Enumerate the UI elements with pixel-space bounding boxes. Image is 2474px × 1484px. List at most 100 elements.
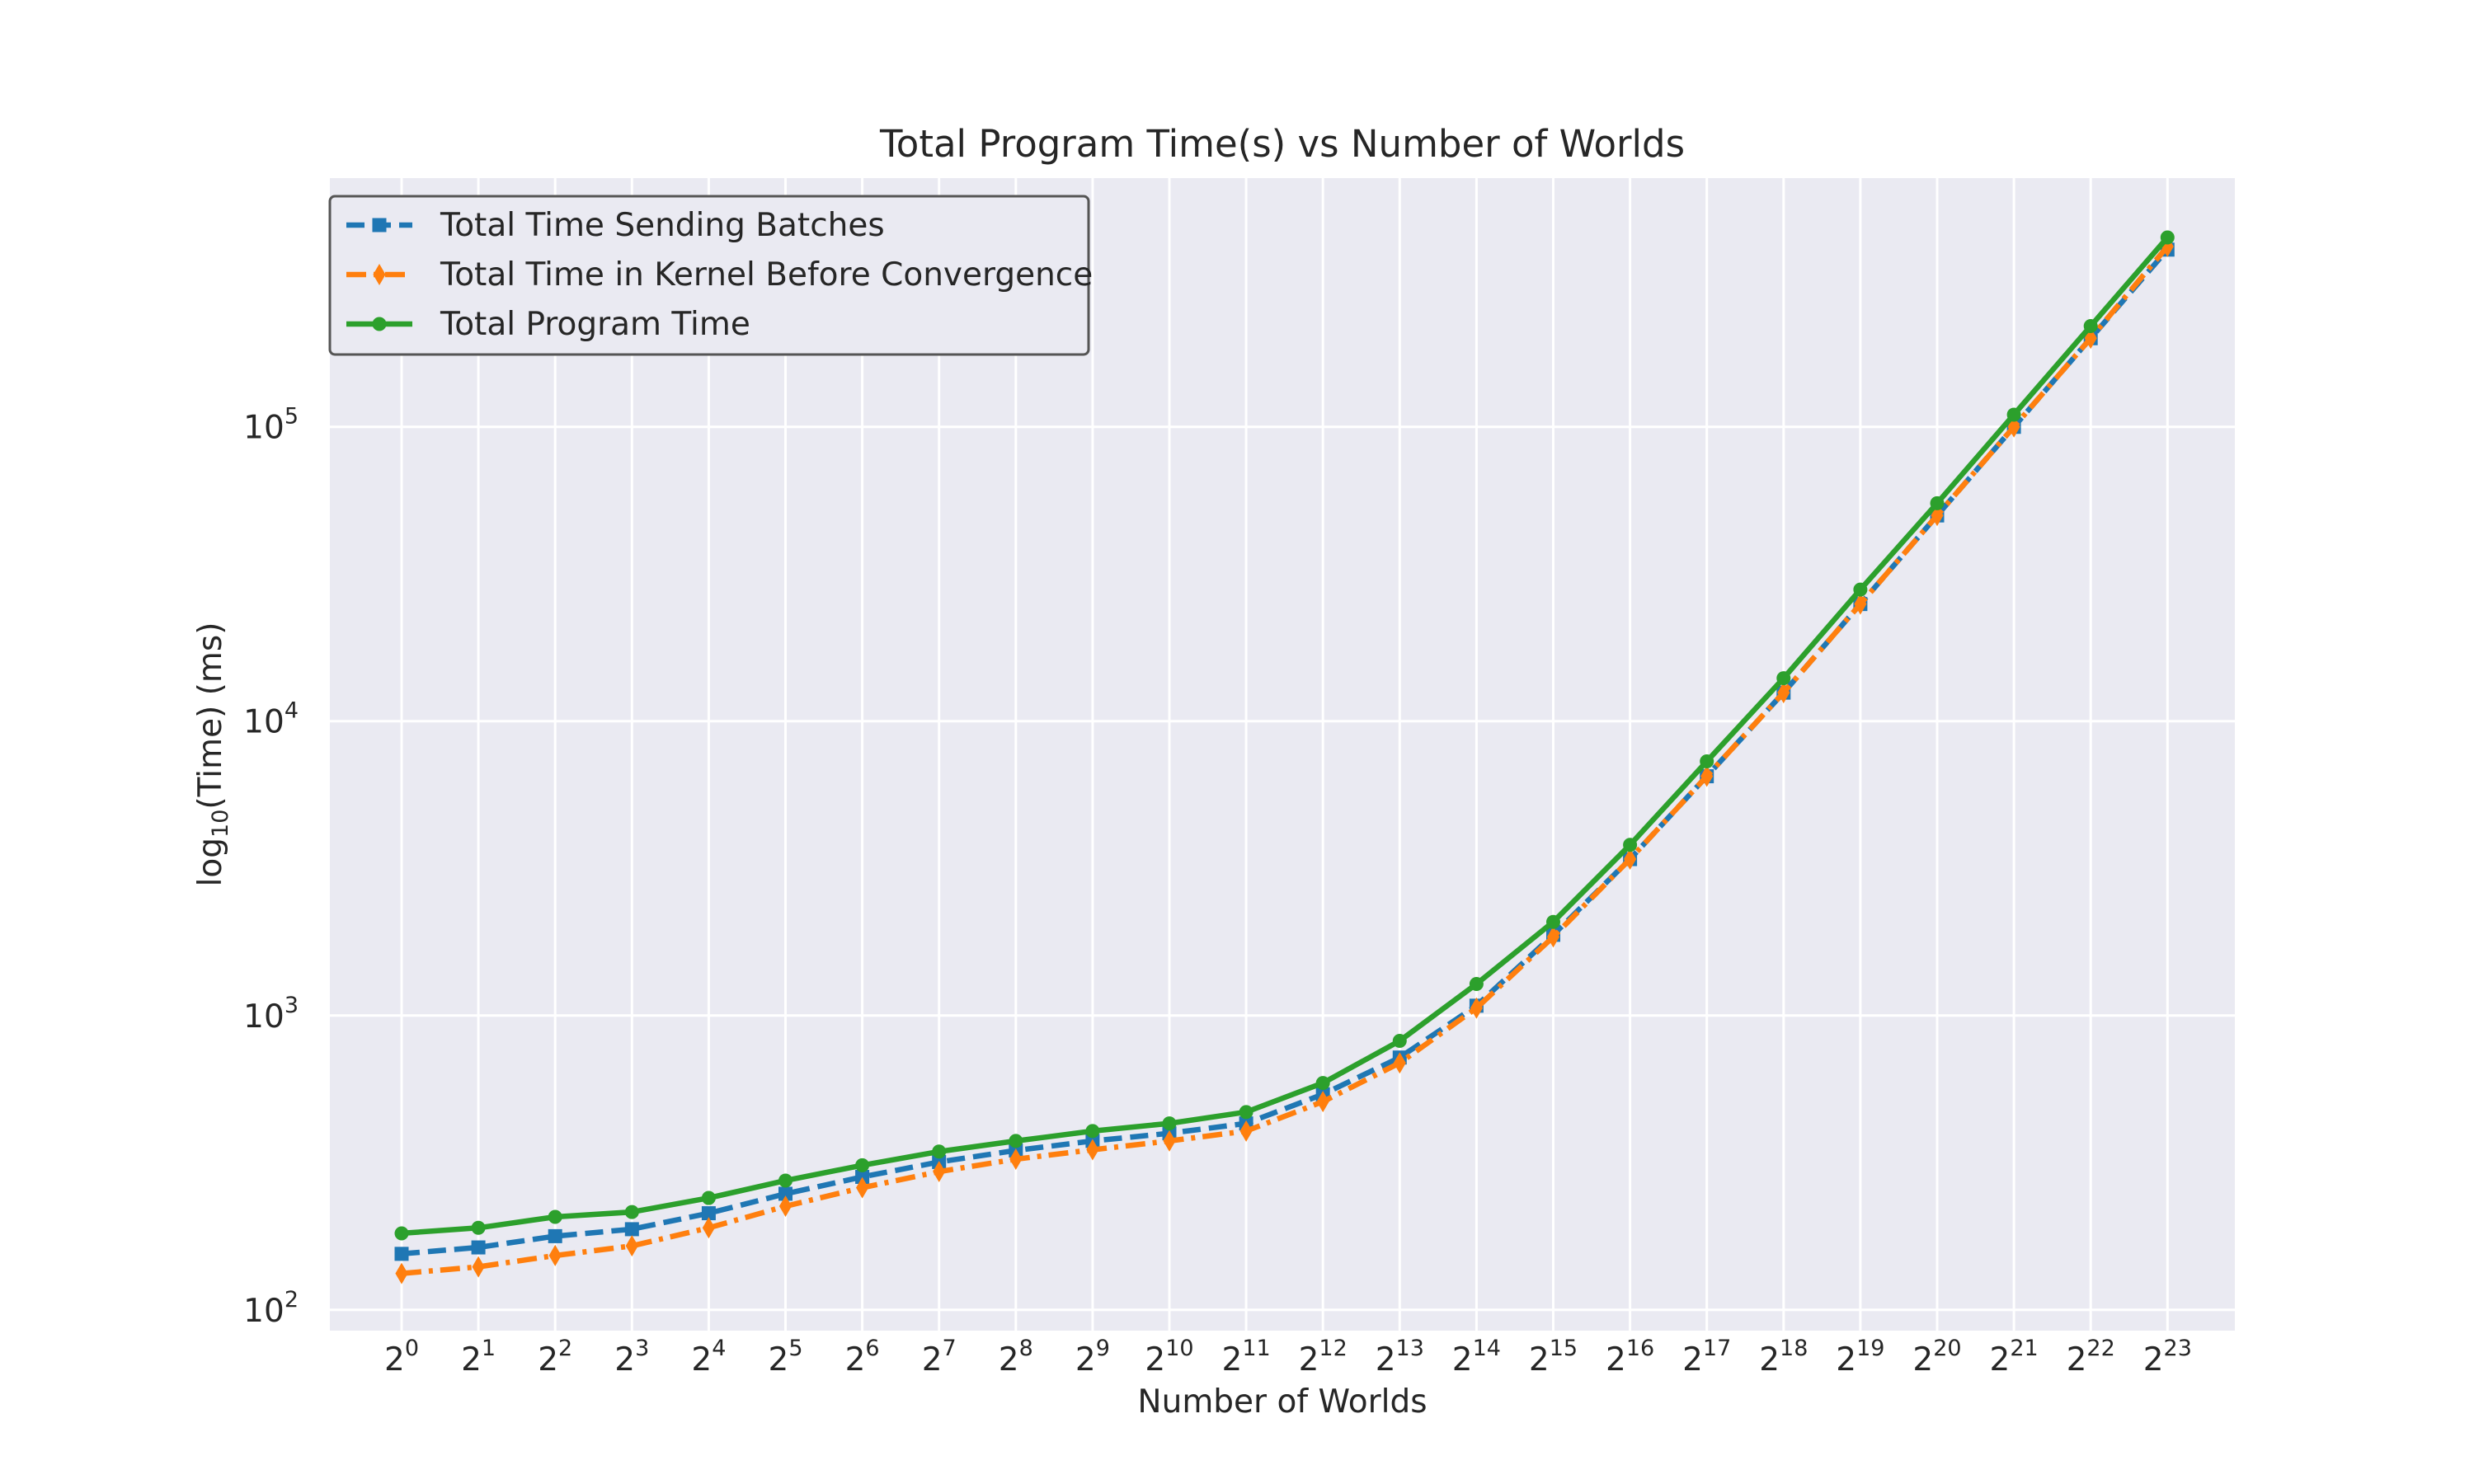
x-tick-label: 21 <box>461 1336 496 1378</box>
legend-entry: Total Time in Kernel Before Convergence <box>346 256 1093 294</box>
legend: Total Time Sending Batches Total Time in … <box>328 195 1093 356</box>
series-point <box>1854 593 1867 615</box>
x-tick-label: 27 <box>922 1336 957 1378</box>
x-tick-exponent: 23 <box>2164 1336 2192 1361</box>
x-tick-exponent: 8 <box>1019 1336 1033 1361</box>
y-tick-base: 10 <box>243 1293 285 1330</box>
x-tick-exponent: 14 <box>1473 1336 1501 1361</box>
y-tick-base: 10 <box>243 410 285 447</box>
series-point <box>778 1173 793 1188</box>
series-point <box>702 1217 715 1239</box>
x-tick-label: 222 <box>2067 1336 2115 1378</box>
series-point <box>548 1228 562 1243</box>
series-point <box>1009 1148 1023 1171</box>
x-tick-base: 2 <box>1299 1341 1319 1378</box>
series-point <box>1085 1124 1100 1139</box>
x-tick-label: 22 <box>538 1336 572 1378</box>
series-point <box>1470 997 1483 1019</box>
series-point <box>624 1222 639 1237</box>
x-tick-base: 2 <box>922 1341 943 1378</box>
series-point <box>1315 1076 1330 1091</box>
x-tick-exponent: 0 <box>405 1336 419 1361</box>
x-tick-exponent: 17 <box>1703 1336 1731 1361</box>
x-tick-base: 2 <box>1145 1341 1165 1378</box>
x-tick-label: 215 <box>1529 1336 1578 1378</box>
y-tick-exponent: 4 <box>285 698 299 724</box>
x-tick-label: 212 <box>1299 1336 1348 1378</box>
series-point <box>1546 914 1560 929</box>
series-point <box>2160 230 2175 245</box>
x-tick-labels: 20 21 22 23 24 25 26 27 28 29 210 211 212 213 214 215 21… <box>384 1336 2192 1378</box>
y-tick-label: 102 <box>243 1287 299 1330</box>
x-tick-base: 2 <box>614 1341 635 1378</box>
y-tick-label: 103 <box>243 993 299 1036</box>
x-tick-exponent: 4 <box>712 1336 726 1361</box>
x-tick-base: 2 <box>461 1341 482 1378</box>
x-tick-exponent: 20 <box>1933 1336 1961 1361</box>
series-point <box>472 1256 485 1278</box>
series-line <box>401 235 2170 1237</box>
x-tick-base: 2 <box>845 1341 866 1378</box>
x-tick-exponent: 19 <box>1856 1336 1884 1361</box>
chart-title: Total Program Time(s) vs Number of World… <box>879 122 1685 166</box>
x-tick-base: 2 <box>1682 1341 1703 1378</box>
series-2 <box>395 235 2174 1284</box>
x-tick-base: 2 <box>1075 1341 1096 1378</box>
y-axis-label-prefix: log <box>192 838 229 886</box>
legend-marker <box>372 218 387 232</box>
series-point <box>394 1247 409 1261</box>
x-gridlines <box>400 178 2169 1331</box>
x-tick-exponent: 16 <box>1626 1336 1654 1361</box>
x-tick-base: 2 <box>1990 1341 2011 1378</box>
y-tick-label: 104 <box>243 698 299 741</box>
x-tick-exponent: 2 <box>558 1336 572 1361</box>
x-tick-label: 216 <box>1606 1336 1654 1378</box>
series-point <box>1546 926 1560 948</box>
series-point <box>1469 976 1484 991</box>
series-point <box>856 1176 869 1199</box>
series-point <box>1700 765 1714 787</box>
x-tick-exponent: 6 <box>865 1336 879 1361</box>
series-point <box>1239 1120 1253 1142</box>
series-point <box>1930 495 1945 510</box>
y-axis-label-suffix: (Time) (ms) <box>192 622 229 810</box>
x-axis-label: Number of Worlds <box>1137 1383 1427 1421</box>
series-line <box>401 244 2170 1276</box>
series-point <box>1163 1129 1176 1152</box>
x-tick-label: 20 <box>384 1336 419 1378</box>
series-point <box>624 1205 639 1219</box>
series-point <box>394 1226 409 1241</box>
x-tick-base: 2 <box>1376 1341 1396 1378</box>
x-tick-base: 2 <box>384 1341 405 1378</box>
x-tick-exponent: 1 <box>482 1336 496 1361</box>
legend-entry: Total Time Sending Batches <box>346 207 885 244</box>
x-tick-exponent: 9 <box>1096 1336 1110 1361</box>
legend-entry: Total Program Time <box>346 306 750 343</box>
y-axis-label-subscript: 10 <box>208 810 233 838</box>
y-tick-exponent: 3 <box>285 993 299 1018</box>
series-point <box>1239 1105 1253 1120</box>
x-tick-base: 2 <box>2067 1341 2087 1378</box>
series-point <box>1853 582 1868 597</box>
series-point <box>1392 1034 1407 1049</box>
series-point <box>548 1244 562 1266</box>
x-tick-exponent: 22 <box>2086 1336 2114 1361</box>
x-tick-base: 2 <box>1606 1341 1626 1378</box>
x-tick-label: 28 <box>999 1336 1033 1378</box>
x-tick-base: 2 <box>1529 1341 1550 1378</box>
x-tick-label: 29 <box>1075 1336 1110 1378</box>
y-tick-exponent: 5 <box>285 404 299 430</box>
series-point <box>1777 682 1790 704</box>
series-point <box>1700 754 1714 769</box>
x-tick-base: 2 <box>2143 1341 2164 1378</box>
series-point <box>932 1144 947 1159</box>
legend-marker <box>372 317 387 331</box>
legend-frame <box>328 195 1090 356</box>
x-tick-exponent: 13 <box>1396 1336 1424 1361</box>
x-tick-exponent: 11 <box>1242 1336 1270 1361</box>
legend-entries: Total Time Sending Batches Total Time in … <box>346 207 1093 343</box>
series-point <box>1776 671 1791 686</box>
series-point <box>1086 1139 1099 1161</box>
series-point <box>701 1190 716 1205</box>
x-tick-exponent: 18 <box>1780 1336 1808 1361</box>
